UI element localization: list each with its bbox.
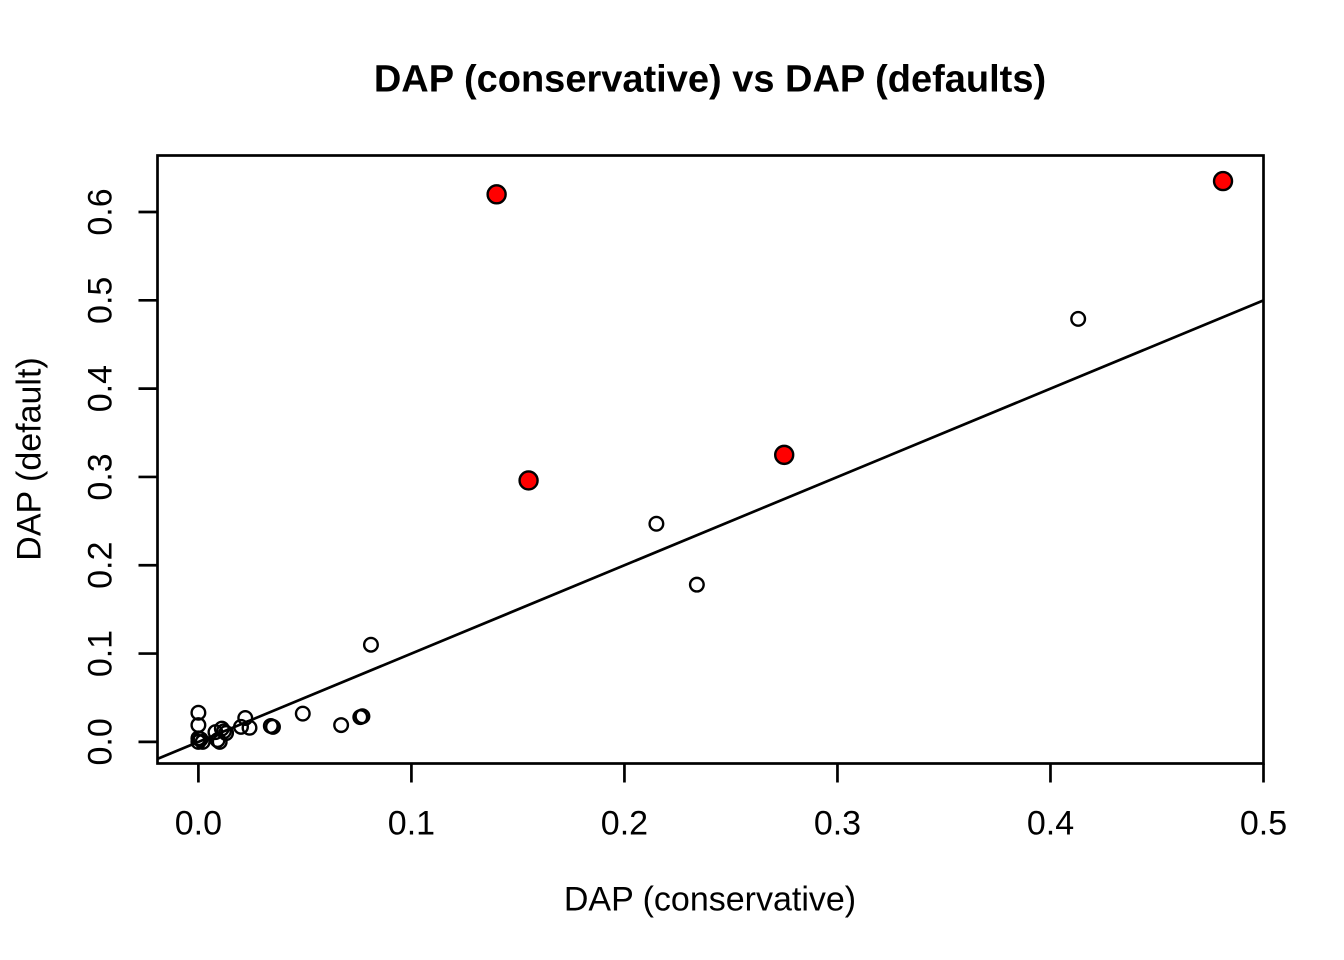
y-tick-label: 0.6 bbox=[82, 188, 120, 235]
data-point bbox=[218, 725, 235, 742]
data-point bbox=[264, 718, 281, 735]
data-point bbox=[362, 636, 379, 653]
highlighted-data-point bbox=[518, 470, 539, 491]
x-tick-label: 0.1 bbox=[388, 805, 435, 843]
data-point bbox=[213, 720, 230, 737]
highlighted-data-point bbox=[1212, 170, 1234, 192]
x-tick-label: 0.2 bbox=[601, 805, 648, 843]
data-point bbox=[333, 717, 350, 734]
highlighted-data-point bbox=[774, 444, 795, 466]
data-point bbox=[215, 723, 232, 740]
chart-title: DAP (conservative) vs DAP (defaults) bbox=[373, 58, 1047, 101]
data-point bbox=[194, 733, 211, 750]
data-point bbox=[648, 515, 665, 532]
x-tick-label: 0.4 bbox=[1027, 805, 1074, 843]
y-tick-label: 0.2 bbox=[82, 542, 120, 589]
data-point bbox=[233, 718, 250, 735]
y-tick-label: 0.3 bbox=[82, 453, 120, 500]
y-tick-label: 0.5 bbox=[82, 277, 120, 324]
y-axis-label: DAP (default) bbox=[10, 357, 49, 561]
identity-line bbox=[156, 299, 1265, 761]
y-tick-label: 0.0 bbox=[82, 718, 120, 765]
x-axis-label: DAP (conservative) bbox=[563, 880, 857, 919]
data-point bbox=[241, 719, 258, 736]
data-point bbox=[354, 708, 371, 725]
data-point bbox=[192, 731, 209, 748]
data-point bbox=[190, 733, 207, 750]
y-tick-label: 0.1 bbox=[82, 630, 120, 677]
plot-box bbox=[156, 154, 1265, 765]
data-point bbox=[190, 704, 207, 721]
x-tick-label: 0.5 bbox=[1240, 805, 1287, 843]
data-point bbox=[294, 705, 311, 722]
y-tick-label: 0.4 bbox=[82, 365, 120, 412]
x-tick-label: 0.3 bbox=[814, 805, 861, 843]
highlighted-data-point bbox=[486, 184, 507, 205]
data-point bbox=[237, 710, 254, 727]
x-tick-label: 0.0 bbox=[175, 805, 222, 843]
data-point bbox=[1070, 310, 1087, 327]
data-point bbox=[688, 576, 705, 593]
